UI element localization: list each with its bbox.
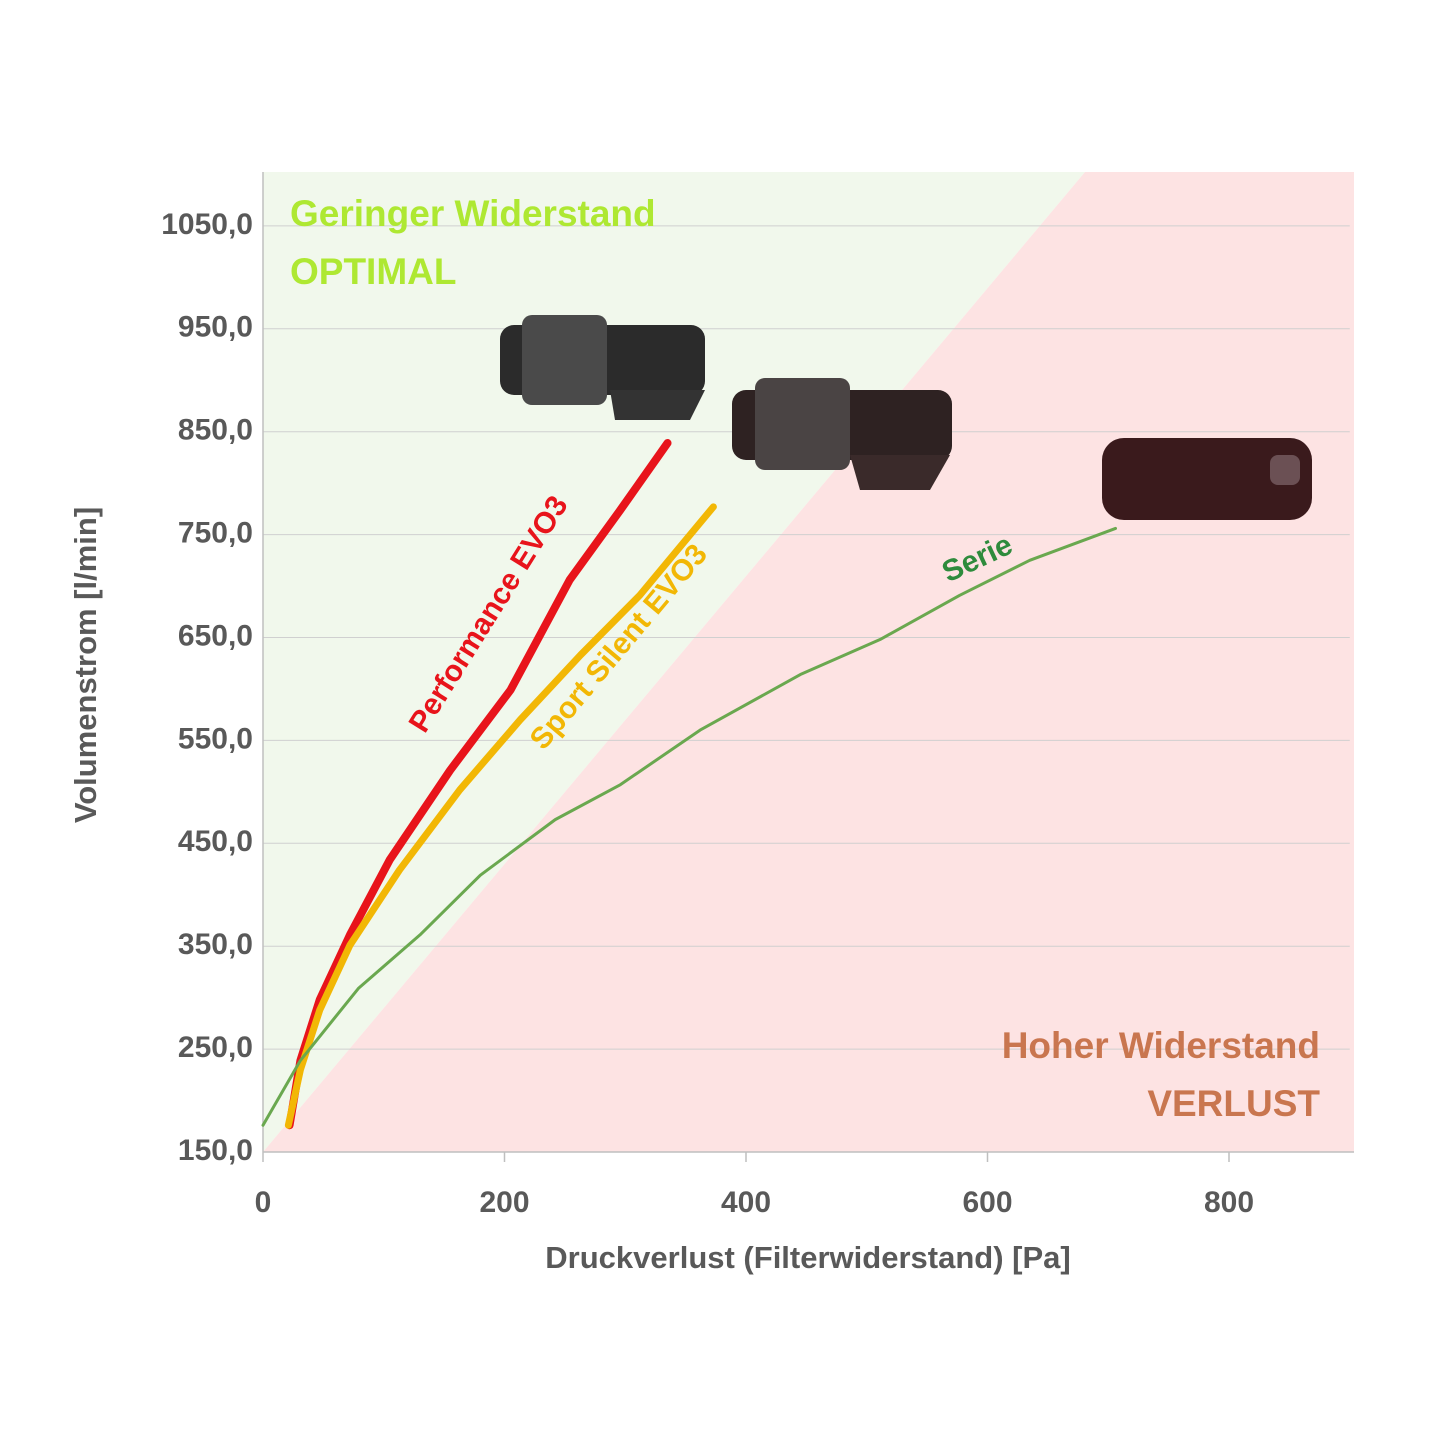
x-tick-label: 200 xyxy=(479,1186,529,1219)
y-tick-label: 450,0 xyxy=(178,825,253,858)
y-tick-label: 1050,0 xyxy=(161,208,253,241)
filter-image xyxy=(732,378,952,490)
annotation: Geringer Widerstand xyxy=(290,193,656,234)
y-tick-label: 750,0 xyxy=(178,517,253,550)
y-tick-label: 650,0 xyxy=(178,619,253,652)
x-tick-label: 0 xyxy=(255,1186,272,1219)
series-line xyxy=(284,503,717,1129)
y-tick-label: 550,0 xyxy=(178,722,253,755)
y-tick-label: 250,0 xyxy=(178,1031,253,1064)
x-tick-label: 400 xyxy=(721,1186,771,1219)
x-tick-label: 800 xyxy=(1204,1186,1254,1219)
filter-image xyxy=(1102,438,1312,520)
y-tick-label: 850,0 xyxy=(178,414,253,447)
annotation: OPTIMAL xyxy=(290,251,456,292)
y-tick-label: 150,0 xyxy=(178,1134,253,1167)
series-line xyxy=(261,526,1117,1127)
filter-image xyxy=(500,315,705,420)
annotation: VERLUST xyxy=(1147,1083,1320,1124)
x-tick-label: 600 xyxy=(962,1186,1012,1219)
loss-zone xyxy=(263,172,1354,1152)
y-axis-title: Volumenstrom [l/min] xyxy=(68,507,103,823)
annotation: Hoher Widerstand xyxy=(1002,1025,1320,1066)
y-tick-label: 350,0 xyxy=(178,928,253,961)
y-tick-label: 950,0 xyxy=(178,311,253,344)
x-axis-title: Druckverlust (Filterwiderstand) [Pa] xyxy=(545,1240,1070,1275)
